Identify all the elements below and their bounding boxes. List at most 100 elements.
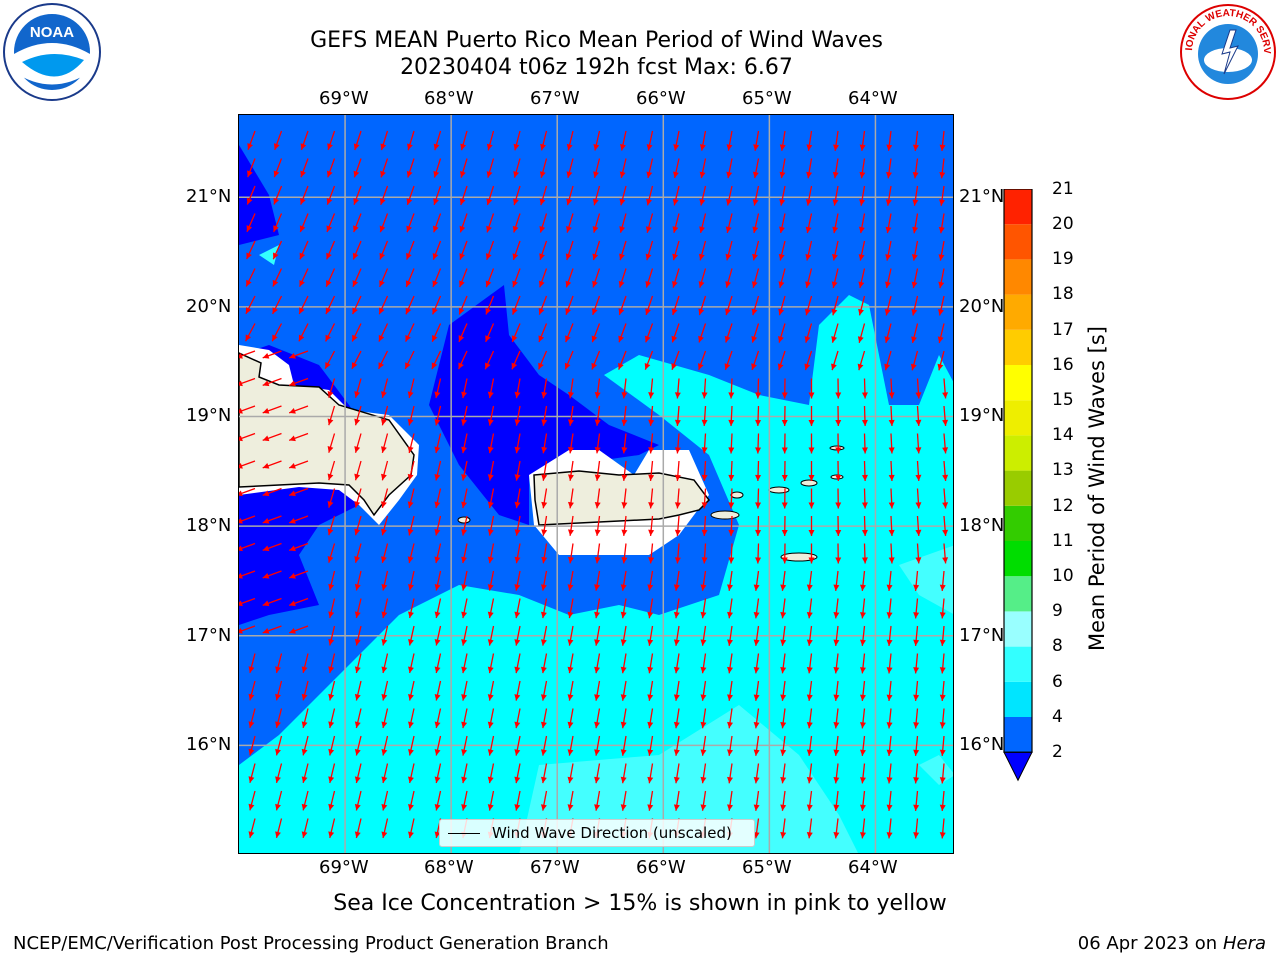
- wave-direction-arrowhead: [299, 252, 306, 260]
- wave-direction-arrowhead: [408, 749, 414, 756]
- wave-direction-arrowhead: [833, 694, 840, 701]
- lon-tick-bottom: 65°W: [742, 857, 792, 878]
- lon-tick-top: 65°W: [742, 88, 792, 109]
- wave-direction-arrowhead: [594, 776, 601, 784]
- wave-direction-arrowhead: [381, 583, 388, 591]
- wave-direction-arrowhead: [886, 584, 893, 591]
- wave-direction-arrowhead: [937, 336, 944, 343]
- wave-direction-arrowhead: [594, 556, 601, 564]
- wave-direction-arrowhead: [434, 528, 441, 536]
- colorbar-segment: [1004, 259, 1032, 295]
- wave-direction-arrowhead: [262, 462, 270, 469]
- wave-direction-arrowhead: [808, 419, 815, 426]
- wave-direction-arrowhead: [239, 490, 243, 497]
- wave-direction-arrowhead: [751, 281, 758, 288]
- wave-direction-arrowhead: [647, 584, 654, 591]
- wave-direction-arrowhead: [381, 446, 387, 453]
- wave-direction-arrowhead: [406, 198, 413, 205]
- wave-direction-arrowhead: [487, 529, 494, 536]
- wave-direction-arrowhead: [379, 225, 386, 233]
- wave-direction-arrowhead: [804, 363, 811, 371]
- wave-direction-arrowhead: [672, 226, 679, 233]
- wave-direction-arrowhead: [354, 748, 361, 756]
- wave-direction-arrowhead: [859, 777, 866, 784]
- wave-direction-arrowhead: [674, 529, 681, 536]
- wave-direction-arrowhead: [939, 722, 946, 729]
- wave-direction-arrowhead: [433, 170, 440, 178]
- wave-direction-arrowhead: [487, 391, 494, 399]
- wave-direction-arrowhead: [831, 363, 837, 371]
- wave-direction-arrowhead: [513, 198, 519, 206]
- wave-direction-arrowhead: [886, 722, 893, 729]
- wave-direction-arrowhead: [833, 612, 840, 619]
- wave-direction-arrowhead: [673, 639, 680, 646]
- colorbar-segment: [1004, 365, 1032, 401]
- wave-direction-arrowhead: [405, 280, 412, 287]
- wave-direction-arrowhead: [434, 666, 441, 674]
- wave-direction-arrowhead: [831, 336, 838, 343]
- wave-direction-arrowhead: [407, 418, 414, 426]
- wave-direction-arrowhead: [239, 407, 243, 414]
- wave-direction-arrowhead: [594, 501, 601, 509]
- wave-direction-arrowhead: [647, 639, 654, 646]
- lat-tick-right: 18°N: [959, 515, 1005, 536]
- wave-direction-arrowhead: [699, 198, 706, 206]
- wave-direction-arrowhead: [725, 226, 732, 233]
- wave-direction-arrowhead: [514, 501, 521, 509]
- wave-direction-arrowhead: [567, 611, 574, 619]
- lon-tick-bottom: 66°W: [636, 857, 686, 878]
- wave-direction-arrowhead: [859, 584, 866, 591]
- wave-direction-arrowhead: [620, 804, 627, 811]
- wave-direction-arrowhead: [857, 363, 864, 371]
- wave-direction-arrowhead: [913, 612, 920, 619]
- wave-direction-arrowhead: [289, 490, 296, 497]
- wave-direction-arrowhead: [300, 170, 306, 178]
- wave-direction-arrowhead: [618, 335, 624, 343]
- noaa-logo: NOAA: [2, 2, 102, 102]
- wave-direction-arrowhead: [700, 721, 707, 729]
- wave-direction-arrowhead: [888, 529, 895, 536]
- wave-direction-arrowhead: [405, 334, 411, 342]
- wave-direction-arrowhead: [753, 749, 760, 756]
- wave-direction-arrowhead: [673, 804, 680, 811]
- noaa-logo-text: NOAA: [30, 24, 74, 41]
- wave-direction-arrowhead: [326, 225, 333, 233]
- wave-direction-arrowhead: [861, 529, 868, 536]
- wave-direction-arrowhead: [913, 639, 920, 646]
- lon-tick-top: 68°W: [424, 88, 474, 109]
- wave-direction-arrowhead: [381, 501, 387, 508]
- wave-direction-arrowhead: [487, 474, 494, 481]
- wave-direction-arrowhead: [911, 254, 918, 261]
- wave-direction-arrowhead: [859, 667, 866, 674]
- wave-direction-arrowhead: [540, 804, 547, 811]
- wave-direction-arrowhead: [353, 198, 359, 205]
- wave-direction-arrowhead: [753, 776, 760, 784]
- wave-direction-arrowhead: [861, 557, 868, 564]
- wave-direction-arrowhead: [378, 362, 384, 369]
- wave-direction-arrowhead: [859, 199, 866, 206]
- wave-direction-arrowhead: [289, 600, 296, 607]
- wave-direction-arrowhead: [325, 307, 332, 315]
- wave-direction-arrowhead: [289, 517, 296, 524]
- wave-direction-arrowhead: [753, 721, 760, 729]
- wave-direction-arrowhead: [514, 776, 521, 784]
- wave-direction-arrowhead: [379, 252, 386, 260]
- wave-direction-arrowhead: [619, 253, 625, 261]
- wave-direction-arrowhead: [701, 392, 708, 399]
- wave-direction-arrowhead: [432, 225, 439, 233]
- wave-direction-arrowhead: [753, 584, 760, 591]
- lat-tick-left: 17°N: [186, 625, 232, 646]
- wave-direction-arrowhead: [458, 307, 465, 315]
- wave-direction-arrowhead: [239, 435, 243, 442]
- wave-direction-arrowhead: [327, 143, 333, 150]
- wave-direction-arrowhead: [514, 556, 521, 564]
- wave-direction-arrowhead: [327, 418, 334, 426]
- wave-direction-arrowhead: [239, 352, 243, 359]
- wave-direction-arrowhead: [568, 391, 574, 399]
- wave-direction-arrowhead: [408, 776, 414, 784]
- wave-direction-arrowhead: [275, 693, 281, 701]
- wave-direction-arrowhead: [567, 776, 574, 784]
- wave-direction-arrowhead: [328, 638, 335, 646]
- lat-tick-right: 17°N: [959, 625, 1005, 646]
- wave-direction-arrowhead: [326, 280, 332, 287]
